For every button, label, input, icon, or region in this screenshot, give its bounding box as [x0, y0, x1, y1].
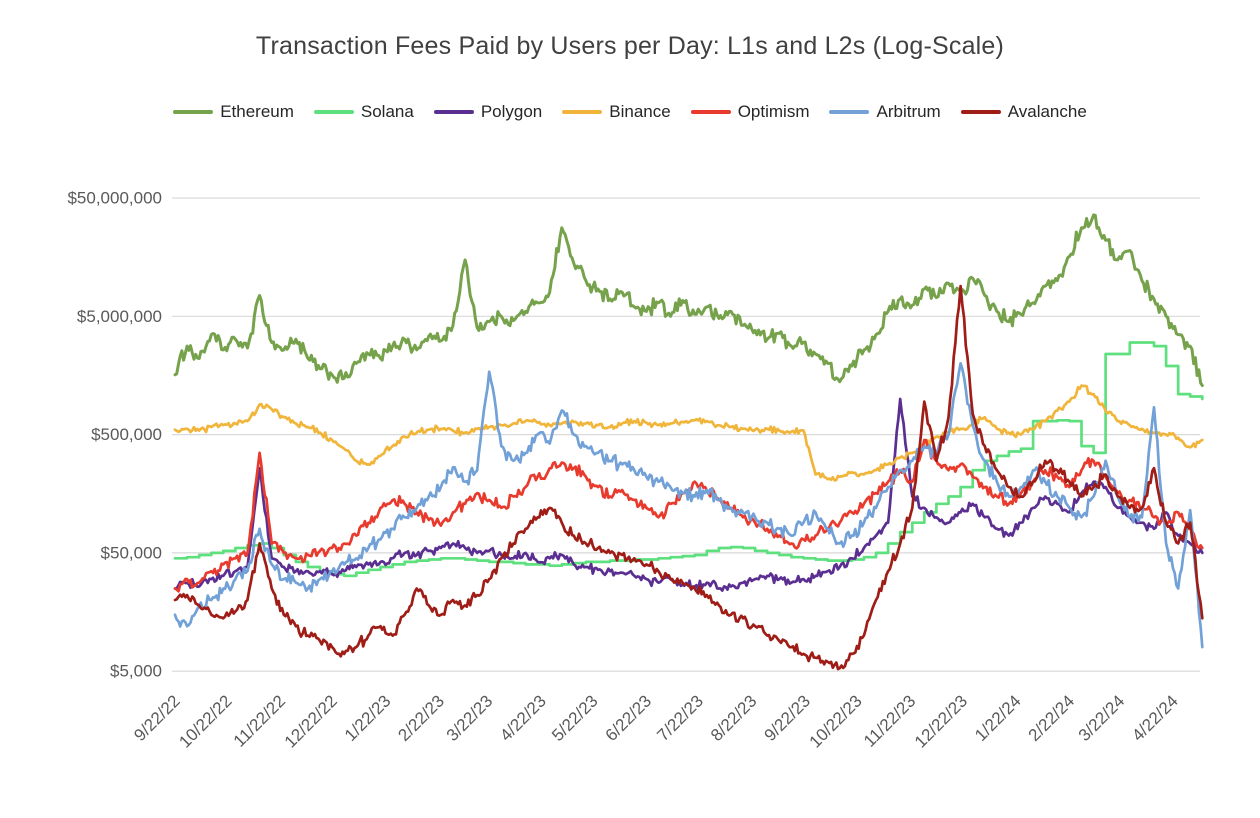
series-line-arbitrum — [173, 362, 1204, 649]
y-axis-tick-label: $5,000 — [110, 662, 162, 681]
y-axis-tick-label: $500,000 — [91, 425, 162, 444]
legend-label-optimism: Optimism — [737, 102, 810, 121]
y-axis-tick-label: $50,000,000 — [67, 189, 162, 208]
x-axis-tick-label: 3/22/24 — [1075, 691, 1129, 745]
x-axis-tick-label: 1/22/23 — [341, 691, 395, 745]
y-axis-tick-label: $5,000,000 — [77, 307, 162, 326]
legend-item-solana: Solana — [313, 102, 414, 122]
x-axis-tick-label: 8/22/23 — [707, 691, 761, 745]
legend-label-avalanche: Avalanche — [1007, 102, 1087, 121]
legend-label-binance: Binance — [609, 102, 671, 121]
x-axis-tick-label: 6/22/23 — [602, 691, 656, 745]
x-axis-tick-label: 11/22/23 — [860, 691, 919, 750]
legend-label-ethereum: Ethereum — [220, 102, 294, 121]
legend-item-polygon: Polygon — [433, 102, 543, 122]
x-axis-tick-label: 3/22/23 — [443, 691, 497, 745]
legend-label-polygon: Polygon — [480, 102, 543, 121]
legend-item-avalanche: Avalanche — [960, 102, 1087, 122]
legend: Ethereum Solana Polygon Binance Optimism Arbi… — [0, 102, 1260, 122]
legend-swatch-ethereum — [173, 110, 214, 114]
x-axis-tick-label: 10/22/22 — [175, 691, 235, 751]
legend-label-arbitrum: Arbitrum — [876, 102, 941, 121]
x-axis-tick-label: 4/22/24 — [1128, 691, 1182, 745]
x-axis-tick-label: 2/22/24 — [1025, 691, 1079, 745]
legend-swatch-optimism — [690, 110, 731, 114]
x-axis-tick-label: 12/22/22 — [281, 691, 341, 751]
legend-item-optimism: Optimism — [690, 102, 810, 122]
legend-swatch-arbitrum — [829, 110, 870, 114]
x-axis-tick-label: 10/22/23 — [806, 691, 866, 751]
x-axis-tick-label: 4/22/23 — [496, 691, 550, 745]
chart-title: Transaction Fees Paid by Users per Day: … — [255, 32, 1005, 60]
legend-swatch-polygon — [433, 110, 474, 114]
x-axis-tick-label: 11/22/22 — [230, 691, 289, 750]
x-axis-tick-label: 2/22/23 — [394, 691, 448, 745]
x-axis-tick-label: 5/22/23 — [548, 691, 602, 745]
y-axis-tick-label: $50,000 — [101, 543, 162, 562]
series-line-solana — [173, 341, 1204, 578]
series-line-binance — [173, 384, 1204, 482]
series-line-ethereum — [173, 213, 1204, 387]
x-axis-tick-label: 12/22/23 — [911, 691, 971, 751]
legend-label-solana: Solana — [360, 102, 414, 121]
legend-swatch-solana — [313, 110, 354, 114]
series-line-avalanche — [173, 284, 1204, 671]
legend-item-binance: Binance — [562, 102, 671, 122]
legend-swatch-avalanche — [960, 110, 1001, 114]
legend-item-arbitrum: Arbitrum — [829, 102, 941, 122]
x-axis-tick-label: 1/22/24 — [971, 691, 1025, 745]
x-axis-tick-label: 7/22/23 — [653, 691, 707, 745]
legend-swatch-binance — [562, 110, 603, 114]
series-line-polygon — [173, 397, 1204, 592]
legend-item-ethereum: Ethereum — [173, 102, 294, 122]
